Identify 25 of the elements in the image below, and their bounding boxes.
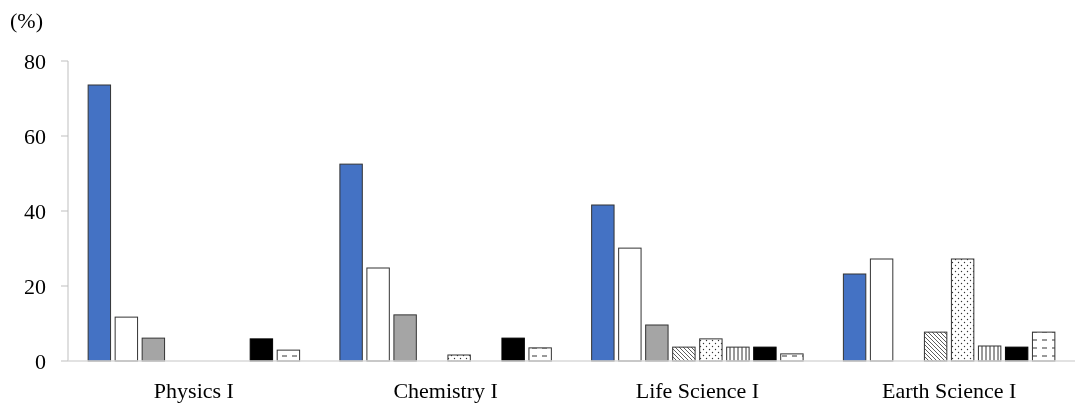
bar bbox=[366, 267, 390, 362]
x-tick-label: Physics I bbox=[153, 378, 234, 403]
bar bbox=[141, 337, 166, 362]
y-tick-label: 60 bbox=[24, 123, 46, 149]
bar bbox=[842, 273, 867, 362]
y-tick-label: 0 bbox=[35, 348, 46, 374]
bar bbox=[501, 337, 525, 362]
bar bbox=[645, 324, 669, 362]
bar bbox=[339, 163, 363, 362]
bar bbox=[869, 258, 894, 362]
y-tick-label: 80 bbox=[24, 48, 46, 74]
bar bbox=[618, 247, 642, 362]
bar bbox=[249, 338, 274, 362]
bar bbox=[114, 316, 139, 362]
y-tick-label: 20 bbox=[24, 273, 46, 299]
x-tick-label: Chemistry I bbox=[393, 378, 498, 403]
bar bbox=[1004, 346, 1029, 362]
bar bbox=[591, 204, 615, 362]
x-tick-label: Life Science I bbox=[635, 378, 760, 403]
bar bbox=[753, 346, 777, 362]
y-tick-label: 40 bbox=[24, 198, 46, 224]
y-axis-title: (%) bbox=[10, 8, 43, 33]
bar bbox=[393, 314, 417, 362]
bar bbox=[87, 84, 112, 362]
x-tick-label: Earth Science I bbox=[881, 378, 1017, 403]
